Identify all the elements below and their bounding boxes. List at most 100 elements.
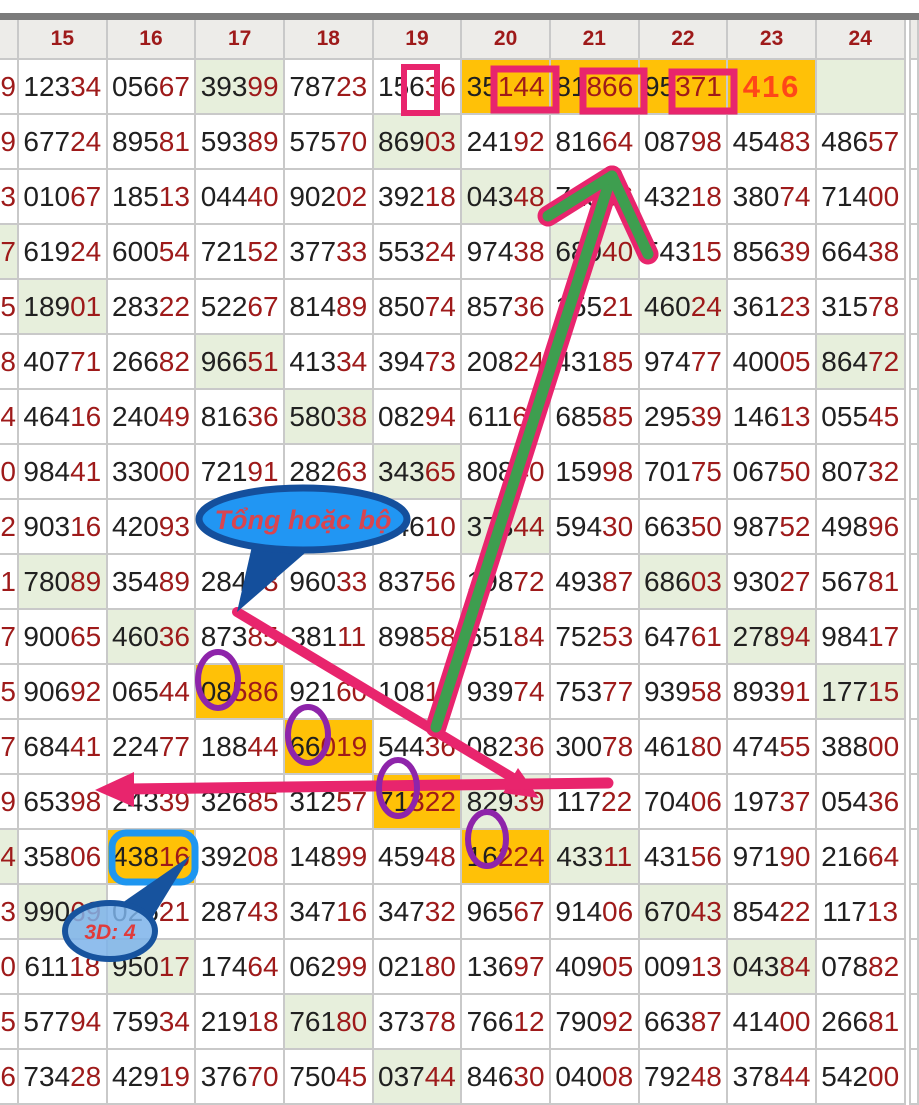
- digit-group: 92: [513, 125, 545, 157]
- digit-group: 653: [23, 785, 71, 817]
- table-cell: 159 98: [550, 445, 640, 500]
- digit-group: 780: [23, 565, 71, 597]
- right-partial-cell: [908, 170, 919, 225]
- digit-group: 5: [0, 675, 16, 707]
- digit-group: 81: [555, 70, 587, 102]
- table-cell: 577 94: [19, 995, 108, 1050]
- digit-group: 400: [732, 345, 780, 377]
- table-cell: 420 93: [107, 500, 197, 555]
- table-cell: 761 80: [284, 995, 374, 1050]
- digit-group: 24: [70, 125, 102, 157]
- table-cell: 950 17: [107, 940, 197, 995]
- digit-group: 065: [112, 675, 159, 707]
- table-cell: 315 78: [816, 280, 906, 335]
- right-partial-cell: [908, 390, 919, 445]
- digit-group: 39: [690, 400, 722, 432]
- digit-group: 575: [289, 125, 337, 157]
- digit-group: 39: [158, 785, 190, 817]
- table-cell: 704 06: [639, 775, 729, 830]
- digit-group: 393: [200, 70, 248, 102]
- digit-group: 64: [247, 950, 279, 982]
- table-cell: 816 64: [550, 115, 640, 170]
- digit-group: 05: [602, 950, 634, 982]
- digit-group: 17: [868, 620, 900, 652]
- table-cell: 734 28: [19, 1050, 108, 1105]
- table-cell: 393 99: [196, 60, 285, 115]
- digit-group: 78: [602, 730, 634, 762]
- digit-group: 663: [643, 510, 691, 542]
- table-cell: 146 13: [728, 390, 817, 445]
- column-header: 21: [550, 20, 640, 60]
- digit-group: 80: [424, 950, 456, 982]
- digit-group: 224: [497, 840, 545, 872]
- right-partial-cell: [908, 280, 919, 335]
- digit-group: 460: [112, 620, 159, 652]
- table-cell: 895 81: [107, 115, 197, 170]
- table-cell: 914 06: [550, 885, 640, 940]
- table-cell: 960 33: [284, 555, 374, 610]
- digit-group: 40: [602, 235, 634, 267]
- table-cell: 987 52: [728, 500, 817, 555]
- digit-group: 36: [158, 620, 190, 652]
- digit-group: 80: [690, 730, 722, 762]
- table-cell: 312 57: [284, 775, 374, 830]
- digit-group: 347: [378, 895, 425, 927]
- table-cell: 078 82: [816, 940, 906, 995]
- digit-group: 330: [112, 455, 159, 487]
- left-partial-cell: 7: [0, 225, 19, 280]
- digit-group: 34: [70, 70, 102, 102]
- digit-group: 040: [555, 1060, 603, 1092]
- table-cell: [196, 500, 285, 555]
- table-cell: 593 89: [196, 115, 285, 170]
- digit-group: 22: [601, 785, 633, 817]
- digit-group: 18: [690, 180, 722, 212]
- table-cell: 854 22: [728, 885, 817, 940]
- digit-group: 816: [555, 125, 603, 157]
- digit-group: 44: [247, 730, 279, 762]
- table-cell: 347 32: [373, 885, 463, 940]
- table-cell: 394 73: [373, 335, 463, 390]
- digit-group: 432: [643, 180, 691, 212]
- table-cell: 498 96: [816, 500, 906, 555]
- digit-group: 6: [0, 1060, 16, 1092]
- lottery-results-table: 15 16 17 18 19 20 21 22 23 24 9 123 34 056 67 393 99 787 2…: [0, 20, 919, 1105]
- digit-group: 44: [779, 1060, 811, 1092]
- digit-group: 486: [821, 125, 869, 157]
- digit-group: 174: [200, 950, 248, 982]
- digit-group: 5: [0, 1005, 16, 1037]
- digit-group: 18: [247, 1005, 279, 1037]
- digit-group: 082: [378, 400, 425, 432]
- digit-group: 89: [70, 565, 102, 597]
- digit-group: 543: [643, 235, 691, 267]
- table-cell: 266 82: [107, 335, 197, 390]
- table-cell: 354 89: [107, 555, 197, 610]
- digit-group: 567: [821, 565, 869, 597]
- digit-group: 960: [289, 565, 337, 597]
- left-partial-cell: 1: [0, 555, 19, 610]
- digit-group: 873: [200, 620, 248, 652]
- digit-group: 414: [732, 1005, 780, 1037]
- table-cell: 766 12: [462, 995, 551, 1050]
- table-cell: 856 39: [728, 225, 817, 280]
- table-cell: 240 49: [107, 390, 197, 445]
- digit-group: 73: [424, 345, 456, 377]
- digit-group: 57: [868, 125, 900, 157]
- digit-group: 188: [200, 730, 248, 762]
- column-header: 18: [284, 20, 374, 60]
- digit-group: 36: [424, 70, 456, 102]
- table-cell: 117 22: [550, 775, 640, 830]
- left-partial-cell: 5: [0, 665, 19, 720]
- digit-group: 03: [424, 125, 456, 157]
- table-cell: 278 94: [728, 610, 817, 665]
- digit-group: 900: [23, 620, 71, 652]
- digit-group: 16: [336, 895, 368, 927]
- digit-group: 377: [289, 235, 337, 267]
- digit-group: 23: [336, 70, 368, 102]
- digit-group: 895: [112, 125, 159, 157]
- digit-group: 409: [555, 950, 603, 982]
- digit-group: 792: [643, 1060, 691, 1092]
- digit-group: 65: [70, 620, 102, 652]
- digit-group: 010: [23, 180, 71, 212]
- table-cell: 522 67: [196, 280, 285, 335]
- column-header: 17: [196, 20, 285, 60]
